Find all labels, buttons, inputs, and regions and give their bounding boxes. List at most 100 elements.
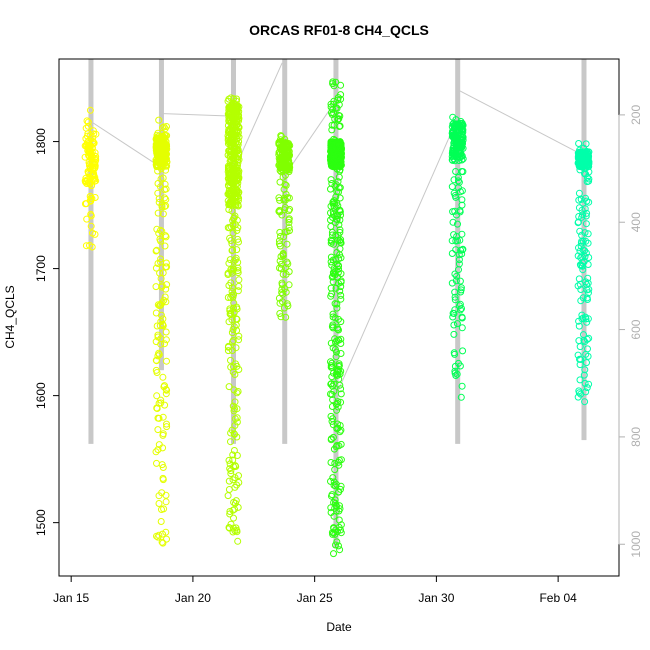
data-point <box>327 100 335 108</box>
data-point <box>91 230 99 238</box>
data-point <box>453 272 461 280</box>
data-point <box>454 220 461 228</box>
data-point <box>225 259 233 267</box>
data-point <box>335 111 343 119</box>
data-point <box>277 232 284 240</box>
data-point <box>334 273 341 281</box>
data-point <box>227 237 235 244</box>
data-point <box>85 168 92 176</box>
data-point <box>337 81 345 89</box>
data-point <box>578 311 586 319</box>
data-point <box>333 538 341 546</box>
data-point <box>329 208 337 215</box>
y-axis: 1500 1600 1700 1800 <box>34 128 60 536</box>
data-point <box>234 537 242 545</box>
data-point <box>284 302 292 310</box>
data-point <box>459 168 467 176</box>
data-point <box>335 461 343 469</box>
data-point <box>233 108 241 116</box>
data-point <box>225 206 233 213</box>
data-point <box>278 153 286 161</box>
data-point <box>585 380 593 388</box>
data-point <box>332 231 340 239</box>
x-tick-label: Jan 25 <box>297 591 333 605</box>
data-point <box>158 538 166 546</box>
data-point <box>334 212 342 220</box>
data-point <box>581 398 589 406</box>
data-point <box>226 305 234 313</box>
data-point <box>162 528 170 536</box>
data-point <box>450 121 458 129</box>
data-point <box>281 171 289 179</box>
data-point <box>458 196 466 204</box>
data-point <box>282 181 290 189</box>
data-point <box>451 350 459 358</box>
data-point <box>234 258 242 266</box>
data-point <box>337 485 344 493</box>
altitude-connector <box>335 122 457 396</box>
data-point <box>162 162 170 170</box>
data-point <box>225 456 233 464</box>
data-point <box>456 277 464 285</box>
data-point <box>337 521 345 529</box>
data-point <box>451 132 459 140</box>
data-point <box>227 470 235 477</box>
data-point <box>580 159 587 167</box>
data-point <box>581 366 589 374</box>
data-point <box>162 233 170 241</box>
data-point <box>279 156 287 164</box>
data-point <box>229 337 237 344</box>
data-point <box>278 298 286 306</box>
data-point <box>233 315 241 323</box>
data-point <box>153 357 161 365</box>
data-point <box>89 127 97 135</box>
data-point <box>234 388 242 395</box>
x-tick-label: Feb 04 <box>539 591 577 605</box>
data-point <box>327 380 335 388</box>
data-point <box>457 139 465 147</box>
data-point <box>154 189 162 197</box>
data-point <box>227 356 234 364</box>
data-point <box>161 242 169 250</box>
x-axis-label: Date <box>326 620 352 634</box>
data-point <box>153 162 161 170</box>
data-point <box>87 210 95 218</box>
data-point <box>279 290 287 298</box>
data-point <box>575 140 583 147</box>
data-point <box>336 122 344 130</box>
data-point <box>278 211 286 219</box>
data-point <box>228 329 236 337</box>
data-point <box>162 259 170 267</box>
data-point <box>335 366 343 374</box>
data-point <box>92 177 100 185</box>
data-point <box>458 250 466 258</box>
data-point <box>328 111 336 118</box>
data-point <box>582 140 590 148</box>
data-point <box>154 352 162 360</box>
data-point <box>583 384 591 392</box>
data-point <box>579 266 587 274</box>
data-point <box>230 463 237 471</box>
data-point <box>334 420 341 428</box>
data-point <box>584 230 592 238</box>
data-point <box>332 284 340 292</box>
data-point <box>334 178 342 186</box>
x-tick-label: Jan 30 <box>418 591 454 605</box>
altitude-connector <box>235 62 283 168</box>
data-point <box>577 254 585 262</box>
data-point <box>159 373 167 381</box>
y-tick-label: 1500 <box>34 509 48 536</box>
data-point <box>582 220 590 228</box>
data-point <box>159 413 167 421</box>
y2-tick-label: 800 <box>629 427 643 447</box>
data-point <box>225 106 233 114</box>
data-point <box>582 249 590 257</box>
data-point <box>585 175 593 183</box>
data-point <box>86 132 94 139</box>
data-point <box>327 216 334 224</box>
data-point <box>327 339 335 347</box>
data-point <box>227 182 235 190</box>
data-point <box>329 310 337 318</box>
series-rf06 <box>448 113 467 401</box>
data-point <box>458 246 466 254</box>
